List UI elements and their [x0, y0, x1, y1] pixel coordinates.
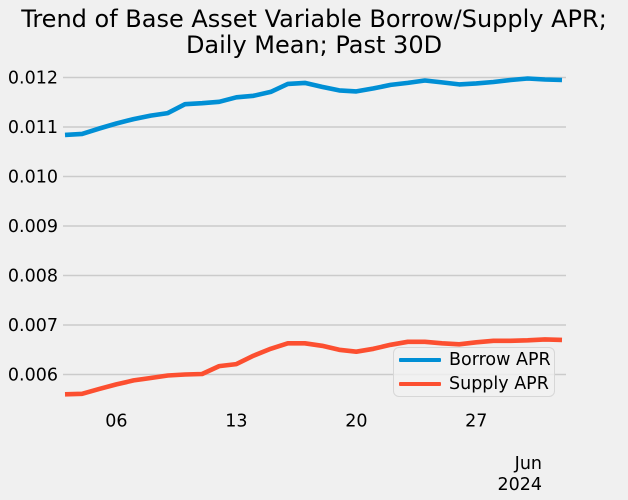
- offset-month: Jun: [514, 454, 542, 474]
- y-tick-label: 0.011: [8, 118, 58, 138]
- chart-title-line1: Trend of Base Asset Variable Borrow/Supp…: [21, 5, 607, 33]
- y-tick-label: 0.008: [8, 267, 58, 287]
- chart-title-line2: Daily Mean; Past 30D: [185, 31, 443, 59]
- y-tick-label: 0.009: [8, 217, 58, 237]
- supply-apr-line: [64, 337, 563, 397]
- x-tick-label: 20: [345, 412, 367, 432]
- offset-year: 2024: [497, 475, 542, 495]
- x-axis-offset-label: Jun 2024: [497, 454, 542, 496]
- legend-label-supply: Supply APR: [449, 374, 549, 394]
- legend: Borrow APR Supply APR: [393, 347, 555, 397]
- x-tick-label: 06: [105, 412, 127, 432]
- y-tick-label: 0.007: [8, 316, 58, 336]
- x-tick-label: 27: [465, 412, 487, 432]
- borrow-apr-swatch: [399, 357, 441, 363]
- y-tick-label: 0.010: [8, 168, 58, 188]
- borrow-apr-line: [64, 76, 563, 138]
- legend-label-borrow: Borrow APR: [449, 350, 551, 370]
- legend-item-borrow: Borrow APR: [394, 348, 554, 372]
- legend-item-supply: Supply APR: [394, 372, 554, 396]
- supply-apr-swatch: [399, 381, 441, 387]
- chart-title: Trend of Base Asset Variable Borrow/Supp…: [0, 6, 628, 58]
- y-tick-label: 0.012: [8, 69, 58, 89]
- x-tick-label: 13: [225, 412, 247, 432]
- y-tick-label: 0.006: [8, 366, 58, 386]
